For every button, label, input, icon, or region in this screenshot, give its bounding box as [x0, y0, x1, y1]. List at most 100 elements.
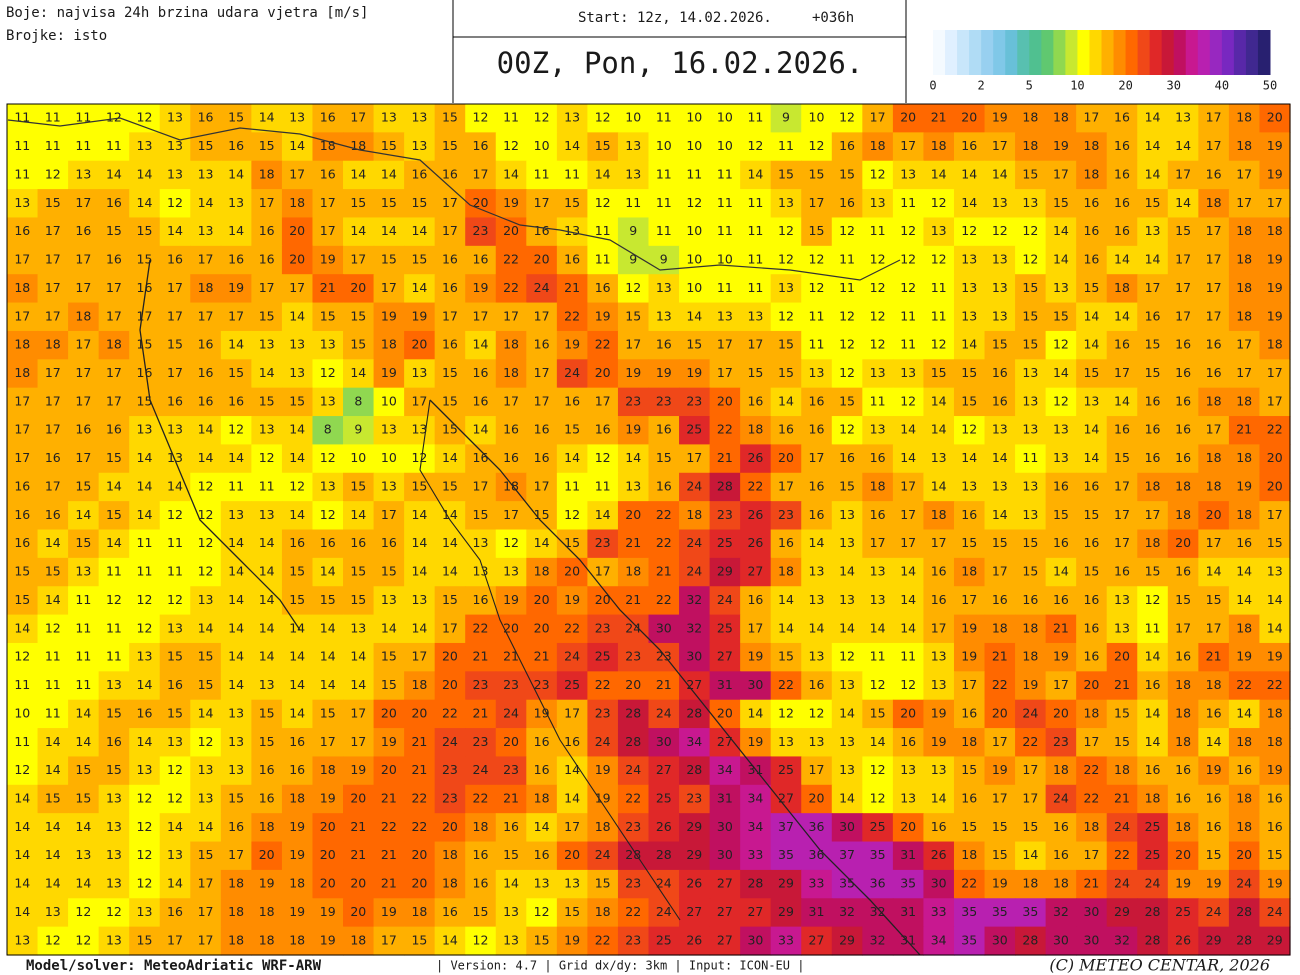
wind-cell — [1045, 444, 1077, 474]
wind-cell — [1137, 841, 1169, 871]
wind-cell — [740, 444, 772, 474]
wind-cell — [98, 444, 130, 474]
wind-cell — [495, 501, 527, 531]
wind-cell — [862, 586, 894, 616]
wind-value: 13 — [75, 166, 91, 181]
wind-cell — [831, 359, 863, 389]
wind-cell — [862, 132, 894, 162]
wind-cell — [495, 302, 527, 332]
wind-value: 14 — [931, 393, 947, 408]
wind-cell — [495, 898, 527, 928]
wind-value: 13 — [1114, 592, 1130, 607]
wind-cell — [37, 330, 69, 360]
wind-cell — [923, 359, 955, 389]
wind-value: 12 — [747, 138, 763, 153]
wind-cell — [1198, 642, 1230, 672]
wind-cell — [1015, 302, 1047, 332]
wind-cell — [892, 784, 925, 814]
wind-cell — [251, 217, 283, 247]
wind-value: 15 — [961, 762, 977, 777]
wind-cell — [37, 217, 69, 247]
wind-cell — [801, 189, 833, 219]
wind-cell — [98, 217, 130, 247]
wind-value: 20 — [595, 592, 611, 607]
wind-cell — [312, 813, 344, 843]
wind-value: 12 — [411, 450, 427, 465]
wind-value: 16 — [534, 450, 550, 465]
wind-value: 11 — [595, 223, 611, 238]
wind-value: 15 — [45, 790, 61, 805]
wind-cell — [404, 926, 436, 956]
wind-cell — [1076, 869, 1108, 899]
wind-cell — [923, 841, 955, 871]
wind-cell — [251, 529, 283, 559]
wind-value: 12 — [228, 422, 244, 437]
wind-value: 16 — [992, 365, 1008, 380]
wind-cell — [923, 444, 955, 474]
wind-cell — [281, 728, 314, 758]
wind-cell — [1198, 245, 1230, 275]
wind-value: 14 — [167, 876, 183, 891]
wind-value: 14 — [809, 620, 825, 635]
wind-cell — [984, 529, 1016, 559]
wind-value: 16 — [1175, 393, 1191, 408]
wind-value: 14 — [1267, 592, 1283, 607]
wind-value: 18 — [1175, 677, 1191, 692]
wind-cell — [862, 671, 894, 701]
wind-cell — [251, 784, 283, 814]
wind-cell — [343, 416, 375, 445]
wind-value: 21 — [625, 592, 641, 607]
wind-cell — [556, 784, 589, 814]
wind-value: 14 — [961, 450, 977, 465]
wind-value: 28 — [656, 847, 672, 862]
wind-cell — [7, 444, 39, 474]
wind-value: 15 — [350, 592, 366, 607]
wind-value: 30 — [717, 819, 733, 834]
wind-value: 24 — [564, 365, 580, 380]
wind-value: 12 — [75, 932, 91, 947]
wind-cell — [465, 274, 497, 304]
wind-cell — [831, 160, 863, 190]
wind-cell — [1167, 302, 1199, 332]
wind-cell — [617, 274, 650, 304]
wind-cell — [648, 274, 680, 304]
wind-cell — [923, 728, 955, 758]
wind-value: 17 — [14, 422, 30, 437]
wind-value: 10 — [809, 110, 825, 125]
wind-cell — [892, 387, 925, 417]
wind-cell — [281, 898, 314, 928]
wind-cell — [953, 472, 986, 502]
wind-cell — [373, 444, 405, 474]
wind-value: 32 — [686, 620, 702, 635]
wind-cell — [1045, 728, 1077, 758]
wind-value: 14 — [1053, 223, 1069, 238]
colorbar-box — [1089, 30, 1102, 75]
wind-cell — [617, 416, 650, 445]
wind-value: 14 — [198, 422, 214, 437]
wind-value: 16 — [1145, 422, 1161, 437]
wind-cell — [251, 699, 283, 729]
wind-value: 25 — [1175, 904, 1191, 919]
wind-value: 19 — [259, 876, 275, 891]
wind-cell — [648, 586, 680, 616]
wind-cell — [220, 302, 252, 332]
wind-cell — [159, 529, 191, 559]
wind-value: 11 — [45, 649, 61, 664]
wind-value: 17 — [14, 308, 30, 323]
wind-value: 14 — [259, 110, 275, 125]
wind-value: 15 — [14, 564, 30, 579]
wind-cell — [1198, 671, 1230, 701]
wind-value: 19 — [289, 904, 305, 919]
wind-cell — [37, 160, 69, 190]
wind-value: 21 — [1083, 876, 1099, 891]
wind-value: 8 — [354, 393, 362, 408]
wind-value: 23 — [625, 932, 641, 947]
wind-cell — [862, 416, 894, 445]
wind-value: 18 — [1145, 535, 1161, 550]
wind-value: 13 — [534, 876, 550, 891]
wind-value: 12 — [961, 422, 977, 437]
wind-value: 14 — [686, 308, 702, 323]
wind-cell — [740, 416, 772, 445]
wind-cell — [526, 189, 558, 219]
wind-value: 13 — [411, 138, 427, 153]
